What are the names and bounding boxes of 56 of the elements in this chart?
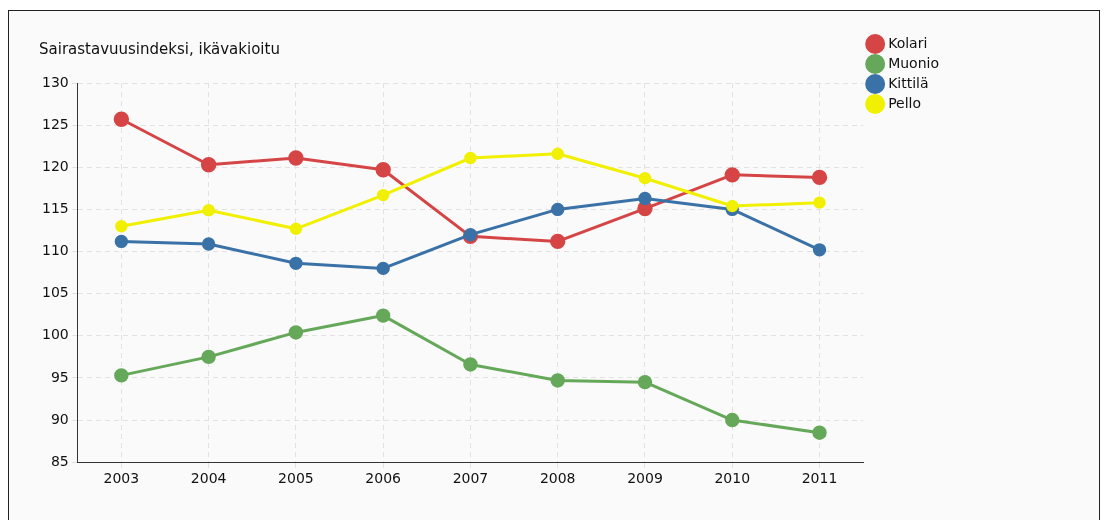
point xyxy=(115,220,128,233)
point xyxy=(811,169,828,186)
point xyxy=(114,368,129,383)
y-tick-label: 100 xyxy=(41,326,69,343)
x-tick-label: 2011 xyxy=(801,470,838,487)
y-tick-label: 125 xyxy=(41,115,69,132)
x-tick-label: 2008 xyxy=(539,470,576,487)
point xyxy=(638,191,652,206)
x-tick-label: 2005 xyxy=(278,470,314,487)
point xyxy=(726,199,739,213)
point xyxy=(375,162,391,178)
point xyxy=(463,357,478,372)
legend-label: Muonio xyxy=(888,54,940,71)
y-tick-label: 120 xyxy=(41,157,69,174)
point xyxy=(813,196,826,209)
point xyxy=(812,243,827,257)
point xyxy=(550,233,566,250)
y-tick-label: 130 xyxy=(41,73,69,90)
point xyxy=(114,234,129,249)
point xyxy=(201,349,216,365)
y-tick-label: 105 xyxy=(41,284,69,301)
point xyxy=(288,150,304,166)
x-tick-label: 2003 xyxy=(103,470,140,487)
point xyxy=(375,308,391,323)
legend-label: Pello xyxy=(888,94,922,111)
point xyxy=(201,237,216,251)
chart-title: Sairastavuusindeksi, ikävakioitu xyxy=(39,39,280,58)
point xyxy=(202,204,215,217)
point xyxy=(289,222,303,235)
x-tick-label: 2007 xyxy=(452,470,489,487)
point xyxy=(638,172,652,185)
point xyxy=(724,167,740,183)
x-tick-label: 2006 xyxy=(365,470,402,487)
y-tick-label: 85 xyxy=(50,452,69,469)
point xyxy=(551,202,565,217)
point xyxy=(200,157,217,173)
point xyxy=(725,412,740,428)
point xyxy=(550,373,565,388)
y-tick-label: 90 xyxy=(50,410,69,427)
x-tick-label: 2004 xyxy=(190,470,227,487)
point xyxy=(288,325,304,340)
y-tick-label: 115 xyxy=(41,200,69,217)
legend-label: Kolari xyxy=(888,34,928,51)
y-tick-label: 110 xyxy=(41,242,69,259)
legend-label: Kittilä xyxy=(888,74,929,91)
point xyxy=(812,425,827,440)
point xyxy=(464,151,477,165)
point xyxy=(376,261,390,276)
point xyxy=(289,256,303,271)
y-tick-label: 95 xyxy=(50,368,69,385)
x-tick-label: 2010 xyxy=(714,470,751,487)
point xyxy=(551,147,564,160)
point xyxy=(376,188,390,202)
point xyxy=(637,374,653,390)
x-tick-label: 2009 xyxy=(627,470,663,487)
point xyxy=(113,111,130,127)
